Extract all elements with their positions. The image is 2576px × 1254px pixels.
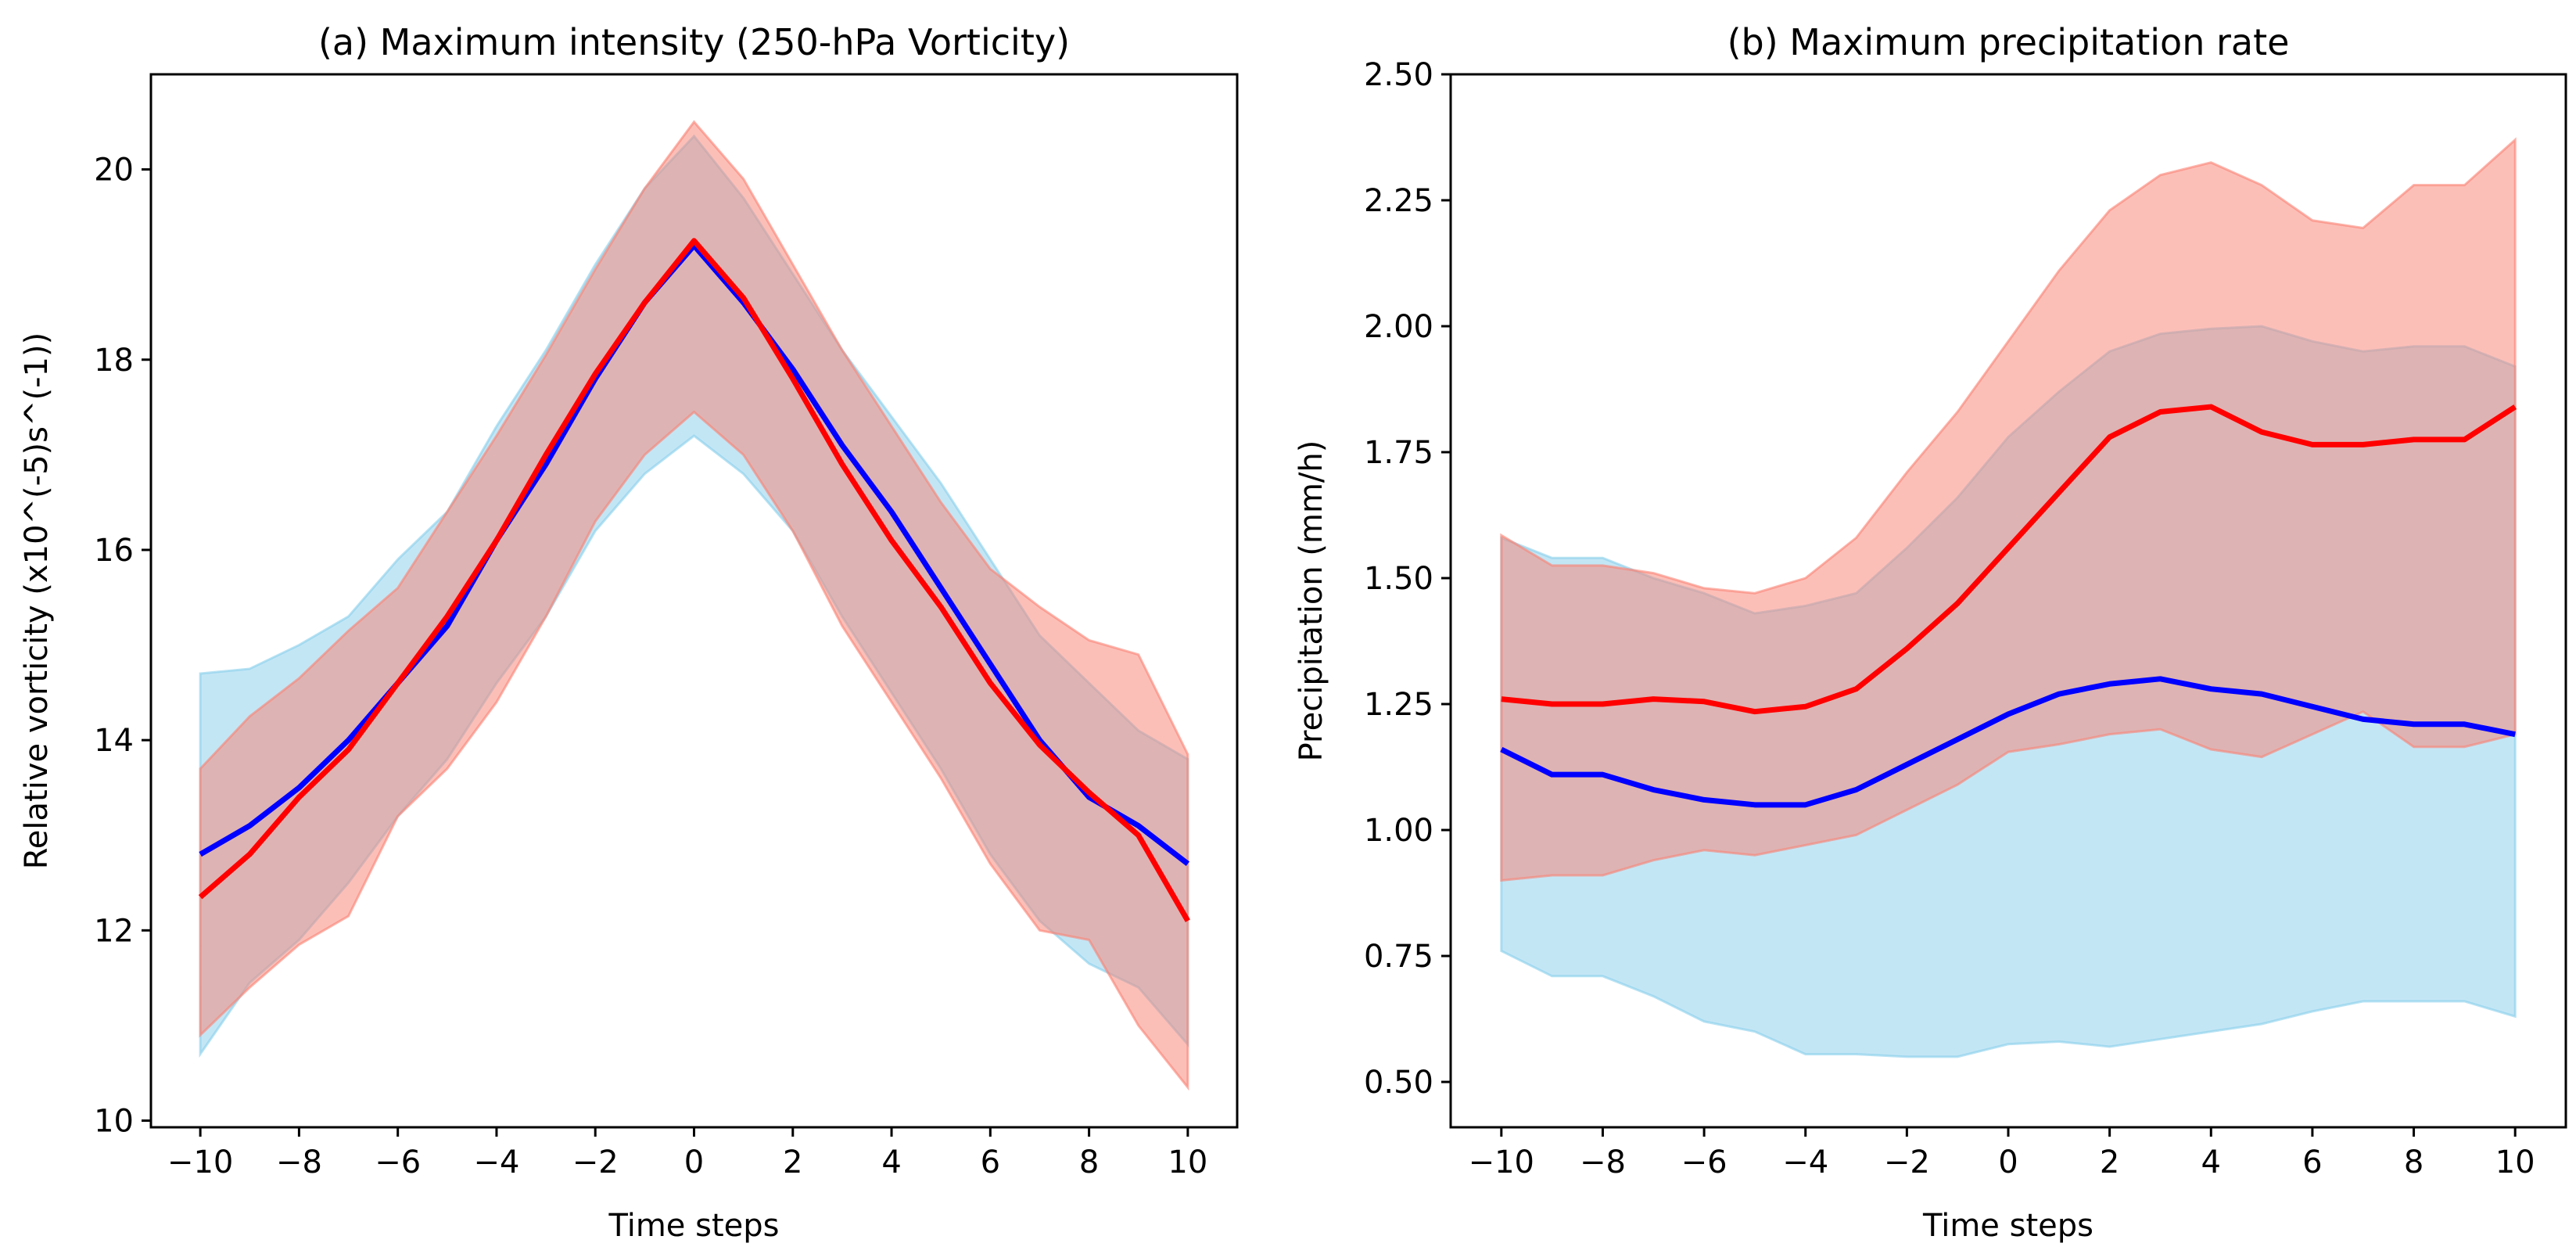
y-tick-label: 0.75 <box>1364 939 1433 975</box>
x-tick-label: 6 <box>981 1144 1000 1180</box>
x-tick-label: 4 <box>2201 1144 2221 1180</box>
x-tick-label: 2 <box>2100 1144 2119 1180</box>
x-tick-label: −10 <box>167 1144 233 1180</box>
x-tick-label: 0 <box>1998 1144 2018 1180</box>
chart-panel-b: −10 −8 −6 −4 −2 0 2 4 6 8 10 0.50 0.75 1.00 1.25 1.50 1.… <box>1293 21 2567 1244</box>
y-tick-label: 2.25 <box>1364 183 1433 219</box>
y-tick-label: 14 <box>94 723 134 759</box>
y-tick-label: 18 <box>94 343 134 379</box>
y-tick-label: 16 <box>94 533 134 569</box>
band-red <box>199 120 1189 1091</box>
y-tick-label: 2.00 <box>1364 309 1433 345</box>
y-tick-label: 0.50 <box>1364 1065 1433 1101</box>
x-tick-label: 6 <box>2302 1144 2322 1180</box>
y-tick-label: 1.00 <box>1364 813 1433 849</box>
y-axis-label: Relative vorticity (x10^(-5)s^(-1)) <box>19 332 55 869</box>
x-tick-label: −2 <box>572 1144 619 1180</box>
line-red <box>1501 404 2517 715</box>
x-tick-label: −10 <box>1469 1144 1534 1180</box>
x-tick-label: 8 <box>1079 1144 1099 1180</box>
y-axis-label: Precipitation (mm/h) <box>1293 440 1329 762</box>
x-tick-label: 0 <box>684 1144 704 1180</box>
x-tick-label: −4 <box>1782 1144 1828 1180</box>
y-tick-label: 1.75 <box>1364 435 1433 471</box>
y-tick-label: 20 <box>94 153 134 189</box>
x-tick-label: −4 <box>473 1144 519 1180</box>
line-blue <box>199 243 1189 866</box>
x-axis-label: Time steps <box>1922 1208 2093 1244</box>
x-tick-label: −8 <box>1580 1144 1626 1180</box>
x-tick-label: −6 <box>1681 1144 1727 1180</box>
chart-panel-a: −10 −8 −6 −4 −2 0 2 4 6 8 10 10 12 14 16 18 20 (a) Maximu… <box>19 21 1239 1244</box>
x-tick-label: 2 <box>783 1144 802 1180</box>
chart-title: (a) Maximum intensity (250-hPa Vorticity… <box>318 21 1070 63</box>
x-tick-label: 10 <box>2495 1144 2535 1180</box>
y-tick-label: 10 <box>94 1103 134 1139</box>
line-blue <box>1500 676 2516 808</box>
y-tick-label: 1.25 <box>1364 687 1433 723</box>
x-tick-label: −2 <box>1884 1144 1930 1180</box>
x-tick-label: 4 <box>881 1144 901 1180</box>
x-tick-label: −6 <box>375 1144 421 1180</box>
y-tick-label: 1.50 <box>1364 561 1433 597</box>
line-red <box>198 238 1190 922</box>
y-tick-label: 2.50 <box>1364 57 1433 93</box>
x-tick-label: 10 <box>1168 1144 1207 1180</box>
x-tick-label: −8 <box>276 1144 322 1180</box>
x-tick-label: 8 <box>2404 1144 2424 1180</box>
chart-title: (b) Maximum precipitation rate <box>1727 21 2290 63</box>
y-tick-label: 12 <box>94 913 134 949</box>
x-axis-label: Time steps <box>608 1208 780 1244</box>
